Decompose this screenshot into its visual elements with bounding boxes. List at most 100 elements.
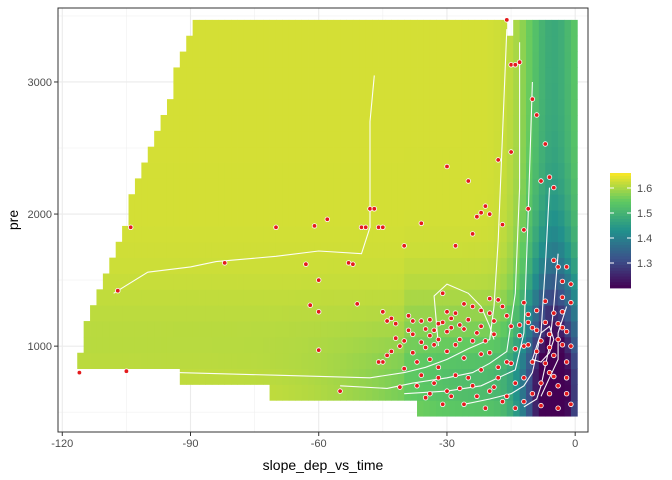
heatmap-tile — [340, 67, 347, 84]
data-point — [542, 319, 548, 326]
heatmap-tile — [423, 225, 431, 243]
heatmap-tile — [288, 99, 296, 116]
data-point — [474, 213, 480, 220]
legend-bar-segment — [610, 175, 631, 180]
heatmap-tile — [500, 368, 508, 385]
heatmap-tile — [237, 305, 245, 322]
heatmap-tile — [410, 67, 418, 84]
heatmap-tile — [352, 289, 360, 306]
heatmap-tile — [545, 352, 553, 369]
heatmap-tile — [397, 241, 405, 259]
heatmap-tile — [314, 194, 322, 211]
heatmap-tile — [224, 336, 232, 354]
heatmap-tile — [384, 130, 392, 148]
heatmap-tile — [224, 257, 232, 274]
heatmap-tile — [192, 35, 200, 52]
heatmap-tile — [295, 225, 303, 243]
heatmap-tile — [404, 67, 412, 84]
heatmap-tile — [109, 352, 117, 369]
heatmap-tile — [455, 289, 463, 306]
heatmap-tile — [410, 194, 418, 211]
heatmap-tile — [301, 368, 309, 385]
heatmap-tile — [506, 178, 514, 195]
contour-line — [523, 253, 559, 408]
heatmap-tile — [282, 194, 290, 211]
data-point — [397, 384, 403, 390]
heatmap-tile — [436, 384, 444, 401]
heatmap-tile — [173, 336, 181, 354]
heatmap-tile — [237, 273, 245, 290]
heatmap-tile — [320, 83, 328, 100]
heatmap-tile — [455, 178, 463, 195]
heatmap-tile — [468, 99, 476, 116]
heatmap-tile — [340, 194, 347, 211]
heatmap-tile — [468, 273, 476, 290]
legend-bar-segment — [610, 259, 631, 263]
heatmap-tile — [513, 273, 521, 290]
data-point — [538, 402, 544, 409]
heatmap-tile — [513, 35, 521, 52]
contour-line — [404, 81, 533, 395]
heatmap-tile — [237, 146, 245, 163]
heatmap-tile — [340, 225, 347, 243]
heatmap-tile — [372, 114, 379, 132]
heatmap-tile — [417, 289, 424, 306]
heatmap-tile — [487, 99, 495, 116]
heatmap-tile — [474, 114, 482, 132]
heatmap-tile — [340, 178, 347, 195]
data-point — [440, 401, 446, 407]
heatmap-tile — [314, 114, 322, 132]
heatmap-tile — [308, 114, 315, 132]
heatmap-tile — [461, 273, 469, 290]
heatmap-tile — [532, 400, 540, 417]
heatmap-tile — [397, 384, 405, 401]
heatmap-tile — [282, 368, 290, 385]
heatmap-tile — [481, 35, 488, 52]
heatmap-tile — [115, 257, 123, 274]
heatmap-tile — [166, 194, 174, 211]
heatmap-tile — [237, 130, 245, 148]
heatmap-tile — [404, 130, 412, 148]
heatmap-tile — [526, 400, 533, 417]
heatmap-tile — [513, 178, 521, 195]
heatmap-tile — [346, 99, 354, 116]
heatmap-tile — [487, 273, 495, 290]
heatmap-tile — [243, 321, 251, 338]
heatmap-tile — [468, 194, 476, 211]
data-point — [534, 307, 540, 314]
heatmap-tile — [199, 99, 206, 116]
heatmap-tile — [109, 336, 117, 354]
heatmap-tile — [481, 352, 488, 369]
heatmap-tile — [275, 114, 283, 132]
heatmap-tile — [423, 241, 431, 259]
heatmap-tile — [372, 241, 379, 259]
heatmap-tile — [314, 352, 322, 369]
heatmap-tile — [250, 146, 258, 163]
data-point — [499, 221, 506, 228]
heatmap-tile — [128, 305, 136, 322]
heatmap-tile — [269, 194, 277, 211]
heatmap-tile — [481, 257, 488, 274]
heatmap-tile — [442, 83, 450, 100]
heatmap-tile — [256, 19, 264, 37]
heatmap-tile — [500, 273, 508, 290]
heatmap-tile — [352, 35, 360, 52]
heatmap-tile — [314, 257, 322, 274]
heatmap-tile — [160, 321, 168, 338]
heatmap-tile — [538, 99, 546, 116]
heatmap-tile — [199, 19, 206, 37]
heatmap-tile — [243, 83, 251, 100]
heatmap-tile — [532, 210, 540, 227]
heatmap-tile — [436, 305, 444, 322]
heatmap-tile — [301, 83, 309, 100]
heatmap-tile — [211, 352, 219, 369]
heatmap-tile — [320, 114, 328, 132]
data-point — [324, 216, 330, 222]
heatmap-tile — [314, 35, 322, 52]
data-point — [521, 398, 527, 405]
heatmap-tile — [218, 194, 226, 211]
heatmap-tile — [314, 225, 322, 243]
heatmap-tile — [545, 146, 553, 163]
heatmap-tile — [346, 289, 354, 306]
heatmap-tile — [263, 51, 270, 68]
